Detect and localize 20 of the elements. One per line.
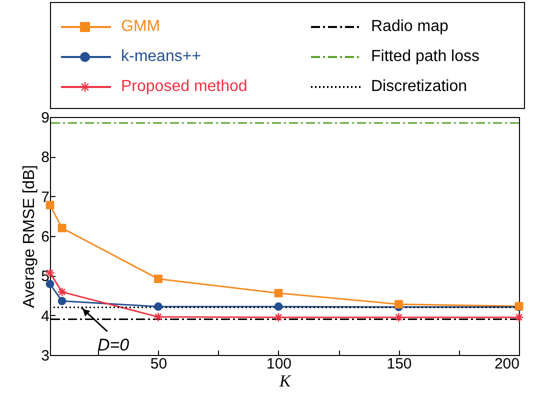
y-tick-label: 6: [41, 228, 50, 246]
legend-label: Radio map: [371, 18, 448, 36]
legend-label: k-means++: [121, 48, 202, 66]
y-tick-label: 4: [41, 308, 50, 325]
y-tick-label: 9: [41, 110, 50, 126]
legend-label: Fitted path loss: [371, 48, 480, 66]
legend-label: Proposed method: [121, 78, 248, 96]
x-tick-label: 100: [266, 356, 292, 372]
x-tick-label: 50: [150, 356, 168, 372]
legend-label: GMM: [121, 18, 160, 36]
y-tick-label: 5: [41, 268, 50, 286]
x-tick-label: 150: [386, 356, 412, 372]
x-axis-title: K: [278, 372, 292, 390]
y-tick-label: 3: [41, 348, 50, 364]
annotation: D=0: [97, 335, 130, 354]
y-tick-label: 7: [41, 188, 50, 206]
legend-label: Discretization: [371, 78, 468, 96]
y-axis-title: Average RMSE [dB]: [21, 165, 38, 308]
y-tick-label: 8: [41, 149, 50, 166]
x-tick-label: 200: [494, 356, 520, 372]
